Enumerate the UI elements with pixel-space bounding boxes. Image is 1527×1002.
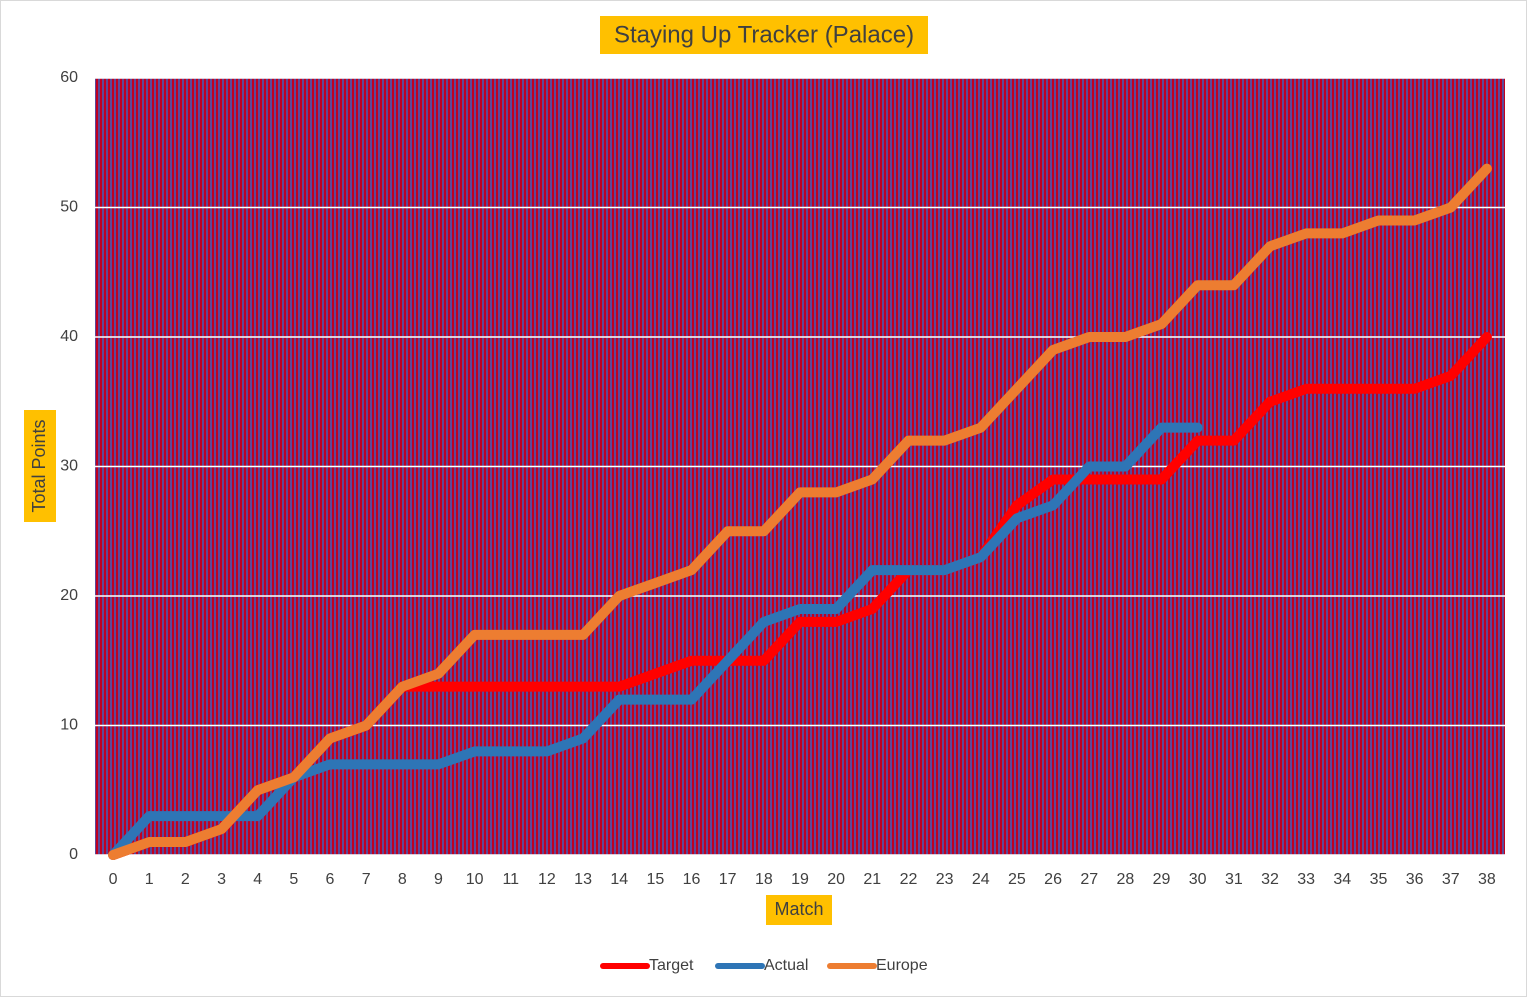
y-tick-label: 60 (60, 69, 78, 86)
y-axis-title: Total Points (29, 419, 49, 512)
x-tick-label: 5 (289, 871, 298, 888)
legend-label: Europe (876, 957, 928, 974)
x-tick-label: 36 (1406, 871, 1424, 888)
x-tick-label: 30 (1189, 871, 1207, 888)
x-tick-label: 0 (109, 871, 118, 888)
x-tick-label: 13 (574, 871, 592, 888)
x-tick-label: 12 (538, 871, 556, 888)
series-line (108, 163, 1492, 860)
x-tick-label: 11 (502, 871, 519, 888)
x-axis-title: Match (774, 899, 823, 919)
x-tick-label: 16 (683, 871, 701, 888)
x-tick-label: 15 (646, 871, 664, 888)
y-tick-label: 0 (69, 846, 78, 863)
x-tick-label: 4 (253, 871, 262, 888)
x-tick-label: 31 (1225, 871, 1243, 888)
x-tick-label: 8 (398, 871, 407, 888)
x-tick-label: 29 (1153, 871, 1171, 888)
y-tick-label: 50 (60, 199, 78, 216)
x-tick-label: 33 (1297, 871, 1315, 888)
x-tick-label: 20 (827, 871, 845, 888)
x-tick-label: 28 (1116, 871, 1134, 888)
x-tick-label: 27 (1080, 871, 1098, 888)
x-tick-label: 22 (900, 871, 918, 888)
x-tick-label: 18 (755, 871, 773, 888)
x-tick-label: 1 (145, 871, 154, 888)
x-tick-label: 6 (326, 871, 335, 888)
x-tick-label: 26 (1044, 871, 1062, 888)
x-tick-label: 10 (466, 871, 484, 888)
x-tick-label: 21 (863, 871, 881, 888)
x-tick-label: 23 (936, 871, 954, 888)
title-bg (600, 16, 928, 54)
x-tick-label: 2 (181, 871, 190, 888)
x-tick-label: 38 (1478, 871, 1496, 888)
y-tick-label: 30 (60, 458, 78, 475)
x-tick-label: 24 (972, 871, 990, 888)
x-tick-label: 17 (719, 871, 737, 888)
x-label-bg (766, 895, 832, 925)
x-tick-label: 35 (1370, 871, 1388, 888)
x-tick-label: 19 (791, 871, 809, 888)
x-tick-label: 32 (1261, 871, 1279, 888)
y-tick-label: 10 (60, 717, 78, 734)
x-tick-label: 34 (1333, 871, 1351, 888)
x-tick-label: 3 (217, 871, 226, 888)
y-label-bg (24, 410, 56, 522)
legend-label: Actual (764, 957, 808, 974)
legend-label: Target (649, 957, 694, 974)
x-tick-label: 7 (362, 871, 371, 888)
x-tick-label: 9 (434, 871, 443, 888)
chart-title: Staying Up Tracker (Palace) (614, 21, 914, 48)
x-tick-label: 14 (610, 871, 628, 888)
y-tick-label: 40 (60, 328, 78, 345)
y-tick-label: 20 (60, 587, 78, 604)
x-tick-label: 37 (1442, 871, 1460, 888)
x-tick-label: 25 (1008, 871, 1026, 888)
